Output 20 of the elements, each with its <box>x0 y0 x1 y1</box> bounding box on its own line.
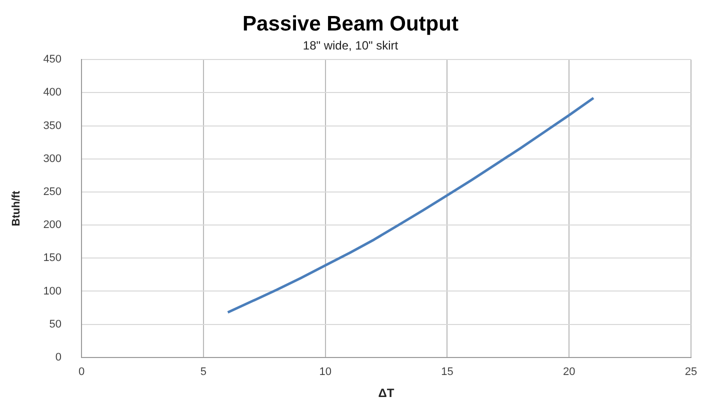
y-tick-label: 50 <box>49 318 62 330</box>
x-axis-title: ΔT <box>378 386 395 400</box>
y-tick-label: 250 <box>43 186 62 198</box>
y-axis-title: Btuh/ft <box>10 190 23 226</box>
x-tick-label: 20 <box>562 366 576 378</box>
y-tick-label: 200 <box>43 219 62 232</box>
y-tick-label: 400 <box>43 86 62 99</box>
y-tick-label: 150 <box>43 252 62 264</box>
chart-subtitle: 18" wide, 10" skirt <box>302 38 399 53</box>
x-tick-label: 5 <box>200 366 207 378</box>
y-tick-label: 350 <box>43 120 62 132</box>
y-tick-label: 100 <box>43 285 62 298</box>
x-tick-label: 15 <box>441 366 454 378</box>
x-tick-label: 0 <box>78 366 85 378</box>
x-tick-label: 10 <box>319 366 332 378</box>
chart-title: Passive Beam Output <box>242 12 458 36</box>
y-tick-label: 300 <box>43 152 62 165</box>
x-tick-label: 25 <box>684 366 698 378</box>
y-tick-label: 0 <box>55 351 62 364</box>
y-tick-label: 450 <box>43 54 62 66</box>
